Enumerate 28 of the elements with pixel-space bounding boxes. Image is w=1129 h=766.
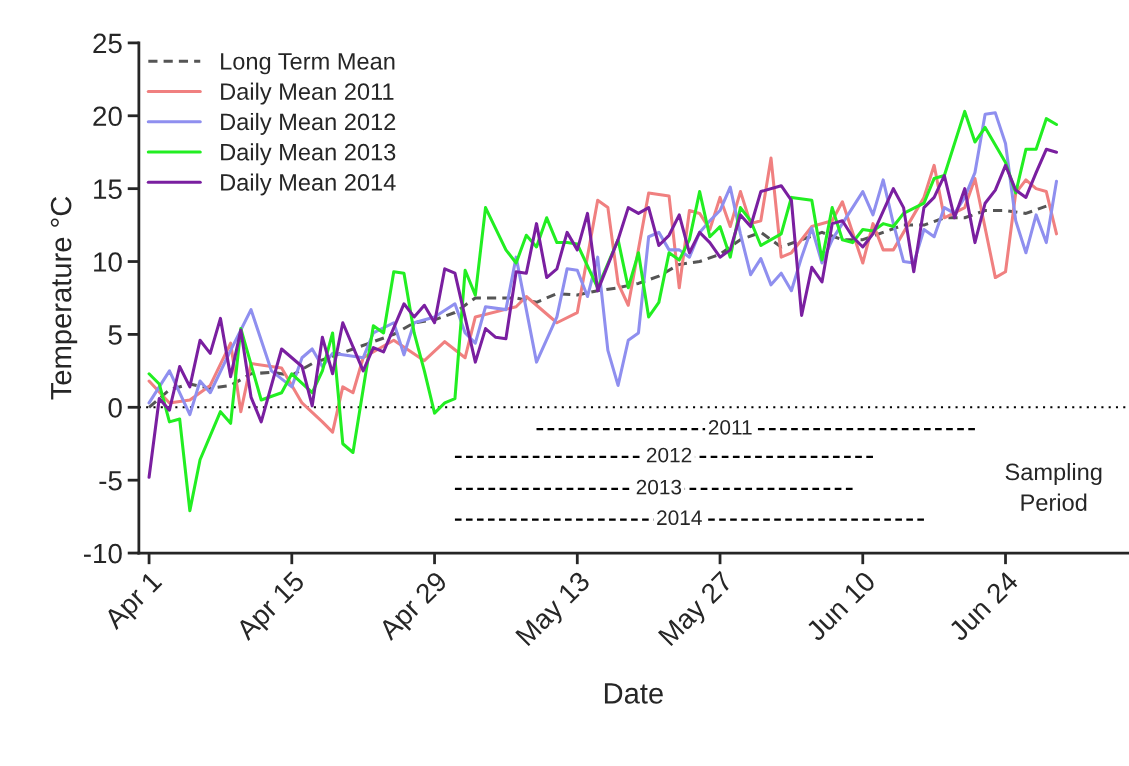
y-tick-label: -10 <box>83 543 122 564</box>
y-tick-label: 5 <box>108 325 122 345</box>
legend-label: Daily Mean 2013 <box>221 143 396 166</box>
y-tick-label: 10 <box>94 252 122 272</box>
x-tick-label: Jun 24 <box>947 570 1020 643</box>
x-tick-label: May 13 <box>515 570 595 651</box>
annotation: 2012 <box>646 447 692 463</box>
y-tick-label: 25 <box>93 33 122 54</box>
y-tick-label: 0 <box>108 397 122 418</box>
annotation: 2011 <box>708 420 752 435</box>
annotation: Sampling Period <box>1005 462 1102 511</box>
legend-label: Daily Mean 2014 <box>221 173 396 196</box>
legend-label: Daily Mean 2011 <box>221 82 394 105</box>
x-tick-label: Apr 29 <box>377 570 452 646</box>
y-axis-title: Temperature °C <box>50 196 78 400</box>
x-axis-title: Date <box>604 683 663 704</box>
legend-label: Long Term Mean <box>221 53 395 75</box>
x-tick-label: May 27 <box>657 570 738 651</box>
y-tick-label: 15 <box>94 179 122 199</box>
legend-label: Daily Mean 2012 <box>221 112 396 135</box>
y-tick-label: 20 <box>93 106 122 127</box>
line-series <box>147 204 1048 409</box>
x-tick-label: Jun 10 <box>804 570 877 643</box>
annotation: 2013 <box>636 479 682 495</box>
y-tick-label: -5 <box>99 471 122 491</box>
x-tick-label: Apr 15 <box>234 570 310 646</box>
annotation: 2014 <box>657 510 702 526</box>
x-tick-label: Apr 1 <box>102 570 167 635</box>
